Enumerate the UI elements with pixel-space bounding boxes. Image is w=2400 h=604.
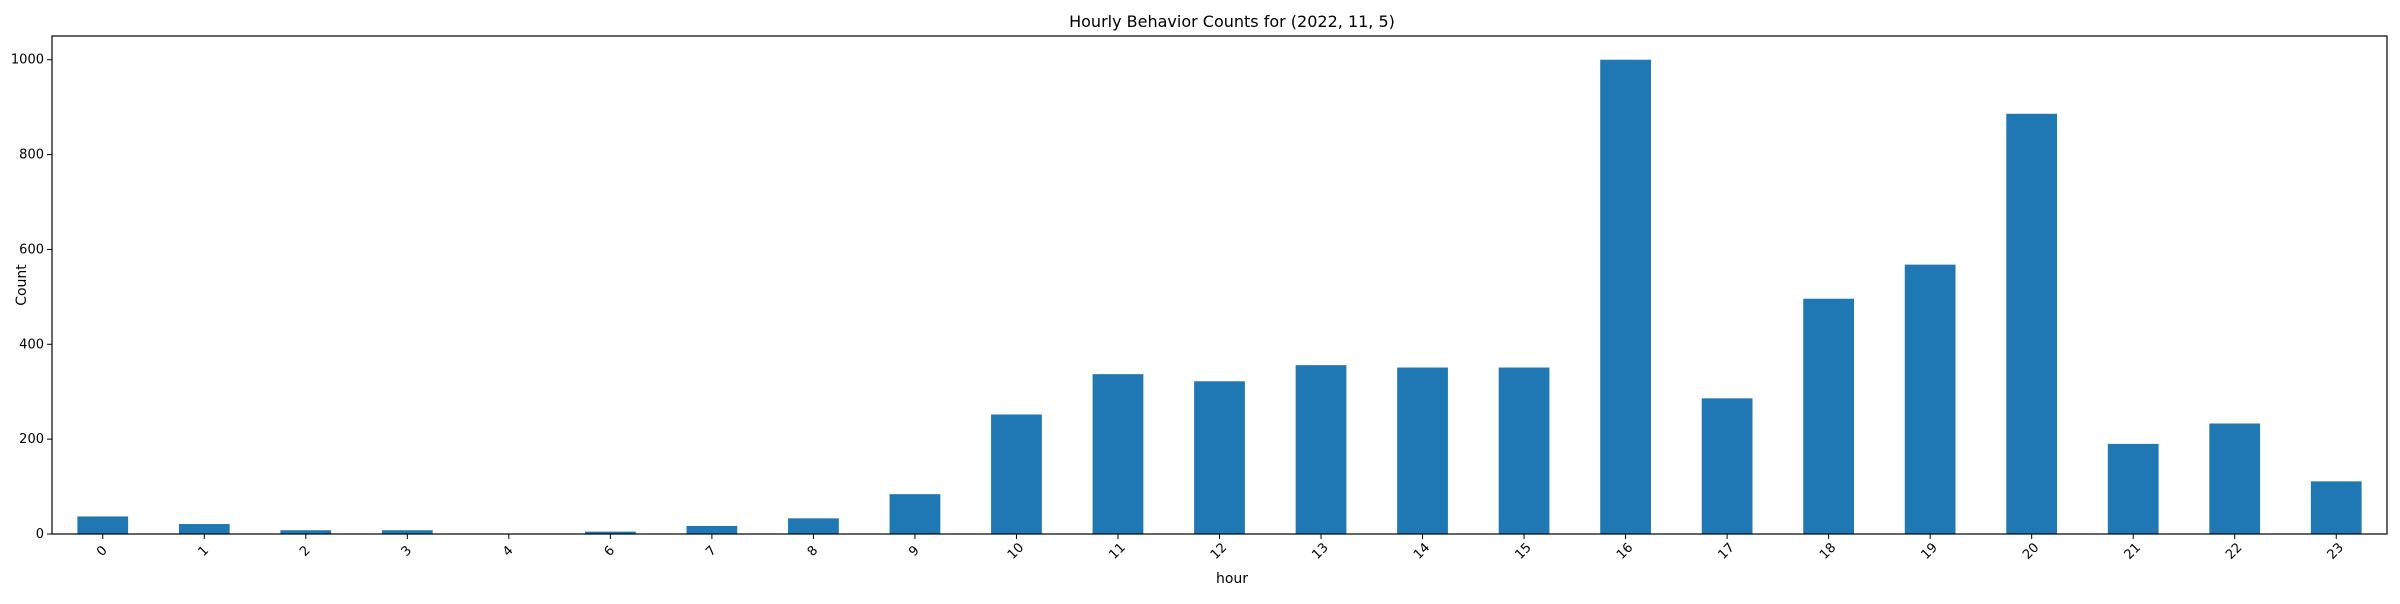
x-tick-label: 14 (1411, 540, 1433, 562)
y-tick-label: 400 (19, 337, 44, 352)
x-tick-label: 19 (1919, 540, 1941, 562)
x-axis-label: hour (1216, 571, 1248, 587)
x-tick-label: 9 (906, 543, 922, 559)
bar-hour-18 (1803, 299, 1854, 534)
bar-hour-10 (991, 414, 1042, 534)
x-tick-label: 22 (2223, 540, 2245, 562)
bar-hour-8 (788, 518, 839, 534)
y-tick-label: 1000 (11, 53, 44, 68)
x-tick-label: 21 (2122, 540, 2144, 562)
bar-hour-13 (1296, 365, 1347, 534)
x-tick-label: 13 (1309, 540, 1331, 562)
bar-hour-14 (1397, 368, 1448, 534)
bar-hour-1 (179, 524, 230, 534)
x-tick-label: 2 (297, 543, 313, 559)
x-tick-label: 7 (703, 543, 719, 559)
y-tick-label: 200 (19, 432, 44, 447)
bar-hour-12 (1194, 381, 1245, 534)
x-tick-label: 12 (1208, 540, 1230, 562)
bar-hour-16 (1600, 60, 1651, 534)
x-tick-label: 8 (805, 543, 821, 559)
x-tick-label: 16 (1614, 540, 1636, 562)
bar-hour-23 (2311, 481, 2362, 534)
bar-hour-22 (2209, 423, 2260, 534)
x-tick-label: 10 (1005, 540, 1027, 562)
x-tick-label: 0 (94, 543, 110, 559)
y-axis-label: Count (14, 264, 30, 306)
bar-hour-7 (687, 526, 738, 534)
x-tick-label: 20 (2020, 540, 2042, 562)
x-tick-label: 1 (196, 543, 212, 559)
bar-hour-0 (77, 516, 128, 534)
bar-hour-20 (2006, 114, 2057, 534)
y-tick-label: 600 (19, 242, 44, 257)
bar-hour-9 (890, 494, 941, 534)
x-tick-label: 18 (1817, 540, 1839, 562)
bars-layer (77, 60, 2361, 534)
bar-hour-15 (1499, 368, 1550, 534)
x-tick-label: 17 (1715, 540, 1737, 562)
y-tick-label: 800 (19, 148, 44, 163)
x-tick-label: 6 (602, 543, 618, 559)
x-tick-label: 15 (1512, 540, 1534, 562)
x-tick-label: 4 (500, 543, 516, 559)
bar-hour-17 (1702, 398, 1753, 534)
bar-hour-11 (1093, 374, 1144, 534)
y-tick-label: 0 (36, 527, 44, 542)
x-tick-label: 11 (1106, 540, 1128, 562)
x-tick-label: 3 (399, 543, 415, 559)
bar-hour-19 (1905, 265, 1956, 534)
x-tick-label: 23 (2325, 540, 2347, 562)
bar-hour-21 (2108, 444, 2159, 534)
chart-title: Hourly Behavior Counts for (2022, 11, 5) (1069, 12, 1395, 31)
